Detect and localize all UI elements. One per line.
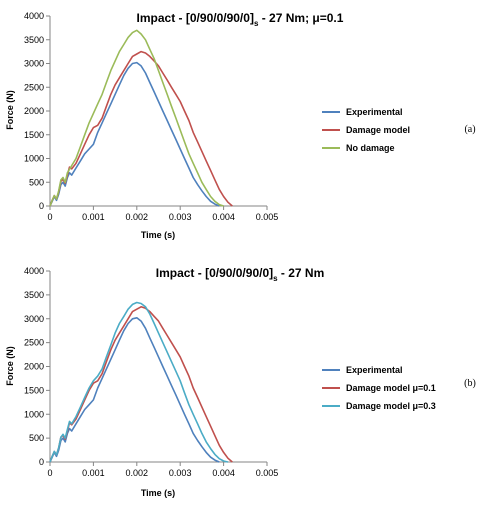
x-axis-label: Time (s): [141, 488, 175, 498]
x-tick-label: 0.003: [169, 212, 192, 222]
legend-label: Damage model μ=0.3: [346, 401, 436, 411]
y-tick-label: 3000: [24, 59, 44, 69]
legend-label: Experimental: [346, 107, 403, 117]
axes: [49, 271, 267, 463]
y-tick-label: 2500: [24, 82, 44, 92]
series-layer: [49, 301, 233, 463]
chart-panel-b: Impact - [0/90/0/90/0]s - 27 Nm Force (N…: [5, 266, 476, 498]
y-axis-label: Force (N): [5, 346, 15, 386]
x-tick-label: 0.004: [212, 468, 235, 478]
x-tick-label: 0.003: [169, 468, 192, 478]
chart-title: Impact - [0/90/0/90/0]s - 27 Nm; μ=0.1: [137, 11, 344, 28]
x-axis-label: Time (s): [141, 230, 175, 240]
y-tick-label: 1500: [24, 130, 44, 140]
y-tick-label: 0: [39, 201, 44, 211]
legend: Experimental Damage model μ=0.1 Damage mod…: [322, 365, 436, 411]
series-layer: [49, 29, 233, 207]
tick-layer: 0 500 1000 1500 2000 2500 3000 3500 4000 0 0.001 0.…: [24, 11, 278, 222]
y-tick-label: 500: [29, 433, 44, 443]
y-tick-label: 4000: [24, 11, 44, 21]
y-tick-label: 1000: [24, 409, 44, 419]
x-tick-label: 0.001: [82, 468, 105, 478]
panel-tag: (b): [464, 378, 476, 389]
x-tick-label: 0.004: [212, 212, 235, 222]
x-tick-label: 0: [47, 468, 52, 478]
y-tick-label: 3500: [24, 290, 44, 300]
y-tick-label: 3500: [24, 35, 44, 45]
axes: [49, 16, 267, 207]
y-tick-label: 2000: [24, 362, 44, 372]
chart-title: Impact - [0/90/0/90/0]s - 27 Nm: [156, 266, 325, 283]
legend-label: Damage model: [346, 125, 410, 135]
x-tick-label: 0.005: [256, 468, 279, 478]
tick-layer: 0 500 1000 1500 2000 2500 3000 3500 4000 0 0.001 0.…: [24, 266, 278, 478]
y-tick-label: 4000: [24, 266, 44, 276]
legend-label: Experimental: [346, 365, 403, 375]
y-tick-label: 3000: [24, 314, 44, 324]
y-tick-label: 2500: [24, 338, 44, 348]
legend-label: Damage model μ=0.1: [346, 383, 436, 393]
y-tick-label: 2000: [24, 106, 44, 116]
legend-label: No damage: [346, 143, 395, 153]
y-tick-label: 1000: [24, 154, 44, 164]
x-tick-label: 0.002: [126, 468, 149, 478]
x-tick-label: 0.005: [256, 212, 279, 222]
y-tick-label: 0: [39, 457, 44, 467]
series-line-3: [49, 301, 229, 463]
x-tick-label: 0.002: [126, 212, 149, 222]
x-tick-label: 0.001: [82, 212, 105, 222]
panel-tag: (a): [464, 124, 475, 135]
chart-panel-a: Impact - [0/90/0/90/0]s - 27 Nm; μ=0.1 F…: [5, 11, 476, 240]
y-tick-label: 500: [29, 177, 44, 187]
x-tick-label: 0: [47, 212, 52, 222]
y-axis-label: Force (N): [5, 90, 15, 130]
y-tick-label: 1500: [24, 385, 44, 395]
legend: Experimental Damage model No damage: [322, 107, 410, 153]
series-line-3: [49, 29, 224, 207]
